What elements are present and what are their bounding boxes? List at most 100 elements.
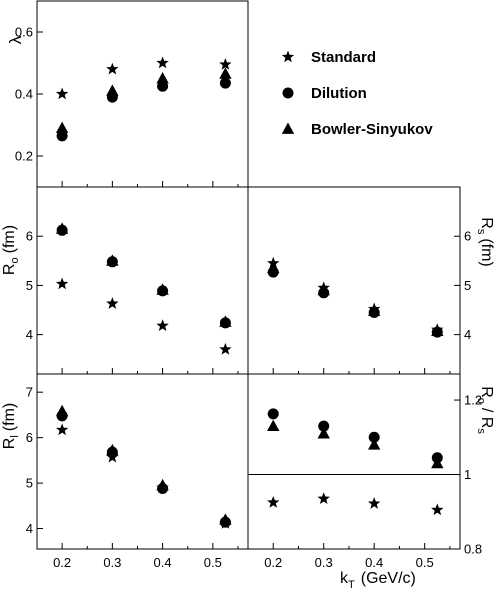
ratio-y-tick-label: 0.8 — [464, 542, 482, 557]
lambda-circle-point — [219, 77, 231, 89]
x-tick-label: 0.4 — [365, 555, 383, 570]
lambda-triangle-point — [156, 72, 169, 84]
rl-star-point — [55, 423, 69, 436]
ratio-triangle-point — [267, 419, 280, 432]
ratio-star-point — [317, 492, 330, 504]
legend-circle-marker — [282, 87, 294, 99]
lambda-y-tick-label: 0.2 — [15, 149, 33, 164]
x-tick-label: 0.3 — [103, 555, 121, 570]
ratio-circle-point — [267, 408, 279, 420]
ratio-triangle-point — [368, 438, 381, 450]
ratio-circle-point — [318, 420, 330, 432]
legend-label-bowler-sinyukov: Bowler-Sinyukov — [311, 121, 433, 138]
x-tick-label: 0.5 — [416, 555, 434, 570]
ratio-panel-frame — [247, 373, 461, 550]
rs-triangle-point — [317, 283, 330, 296]
x-tick-label: 0.2 — [53, 555, 71, 570]
rs-axis-label-main: R — [478, 217, 495, 229]
legend-label-standard: Standard — [311, 49, 376, 66]
rl-y-tick-label: 4 — [26, 521, 33, 536]
ro-axis-label: Ro (fm) — [1, 225, 21, 275]
ro-y-tick-label: 6 — [26, 229, 33, 244]
lambda-circle-point — [56, 130, 68, 142]
tick-labels: 0.2 0.4 0.6 4 5 6 4 5 6 4 5 6 7 0.2 0.3 0.4 0.5 0.2 0.3 0.4… — [15, 25, 482, 571]
ratio-axis-label: Ro / Rs — [475, 386, 495, 434]
rs-axis-label-unit: (fm) — [478, 238, 495, 266]
ratio-triangle-point — [317, 427, 330, 439]
x-axis-label-main: k — [340, 570, 349, 587]
rl-axis-label-main: R — [1, 438, 18, 450]
rl-y-tick-label: 7 — [26, 385, 33, 400]
rl-axis-label-unit: (fm) — [1, 403, 18, 431]
ro-panel-frame — [36, 186, 249, 375]
ratio-star-point — [431, 503, 444, 516]
rs-y-tick-label: 6 — [464, 229, 471, 244]
legend-triangle-marker — [281, 122, 295, 134]
rl-triangle-point — [156, 478, 169, 491]
x-axis-label: kT (GeV/c) — [340, 570, 416, 591]
rs-axis-label-sub: s — [475, 229, 487, 235]
legend-star-marker — [281, 50, 295, 63]
ratio-axis-label-unit: / R — [478, 408, 495, 428]
rs-triangle-point — [267, 261, 280, 274]
lambda-star-point — [106, 62, 119, 75]
x-axis-label-sub: T — [348, 579, 355, 591]
ro-star-point — [156, 319, 169, 332]
rl-panel-frame — [36, 373, 249, 550]
x-axis-label-unit: (GeV/c) — [361, 570, 416, 587]
rs-axis-label: Rs (fm) — [475, 217, 495, 267]
ratio-star-point — [368, 497, 381, 509]
legend-item-bowler-sinyukov: Bowler-Sinyukov — [281, 121, 433, 138]
lambda-y-tick-label: 0.6 — [15, 25, 33, 40]
rl-axis-label-sub: l — [9, 435, 21, 437]
ratio-triangle-point — [431, 456, 444, 469]
ratio-y-tick-label: 1.2 — [464, 393, 482, 408]
rs-triangle-point — [368, 304, 381, 316]
ratio-axis-label-sub: o — [475, 398, 487, 404]
rs-y-tick-label: 5 — [464, 278, 471, 293]
ro-star-point — [55, 277, 69, 290]
lambda-y-tick-label: 0.4 — [15, 87, 33, 102]
lambda-triangle-point — [219, 67, 232, 79]
x-tick-label: 0.4 — [154, 555, 172, 570]
legend: Standard Dilution Bowler-Sinyukov — [281, 49, 433, 138]
lambda-triangle-point — [106, 84, 119, 96]
ro-triangle-point — [156, 283, 169, 295]
rl-triangle-point — [106, 443, 119, 456]
ro-triangle-point — [55, 222, 69, 234]
lambda-axis-label: λ — [6, 35, 25, 44]
rl-axis-label: Rl (fm) — [1, 403, 21, 449]
rl-y-tick-label: 6 — [26, 430, 33, 445]
ro-star-point — [106, 297, 119, 309]
axis-ticks — [37, 31, 460, 550]
ratio-circle-point — [368, 431, 380, 443]
x-tick-label: 0.5 — [204, 555, 222, 570]
lambda-triangle-point — [55, 121, 69, 133]
lambda-panel-frame — [36, 0, 249, 188]
ro-triangle-point — [106, 254, 119, 266]
rl-triangle-point — [55, 404, 69, 417]
ro-axis-label-main: R — [1, 264, 18, 276]
x-tick-label: 0.3 — [315, 555, 333, 570]
ratio-y-tick-label: 1 — [464, 467, 471, 482]
ro-star-point — [219, 342, 232, 355]
data-markers — [55, 56, 444, 529]
ro-y-tick-label: 4 — [26, 327, 33, 342]
lambda-star-point — [55, 87, 69, 100]
rl-y-tick-label: 5 — [26, 476, 33, 491]
ratio-axis-label-main: R — [478, 386, 495, 398]
legend-item-dilution: Dilution — [282, 85, 367, 102]
ro-triangle-point — [219, 315, 232, 327]
ro-axis-label-sub: o — [9, 257, 21, 263]
legend-label-dilution: Dilution — [311, 85, 367, 102]
ro-axis-label-unit: (fm) — [1, 225, 18, 253]
x-tick-label: 0.2 — [264, 555, 282, 570]
ratio-star-point — [267, 495, 280, 508]
rs-panel-frame — [247, 186, 461, 375]
rs-triangle-point — [431, 324, 444, 337]
lambda-star-point — [219, 58, 232, 70]
rs-y-tick-label: 4 — [464, 327, 471, 342]
rl-triangle-point — [219, 513, 232, 525]
lambda-star-point — [156, 56, 169, 69]
